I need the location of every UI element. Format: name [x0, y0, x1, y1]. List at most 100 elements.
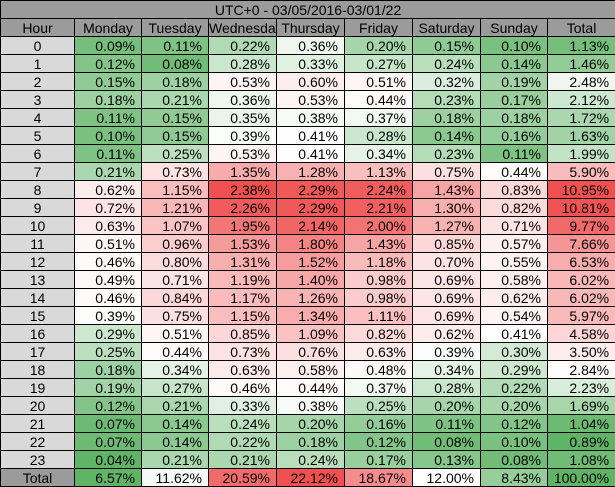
column-header-wednesday: Wednesday [209, 19, 277, 37]
hour-total-cell: 4.58% [548, 325, 615, 343]
heatmap-cell: 0.29% [75, 325, 142, 343]
heatmap-cell: 0.34% [413, 361, 481, 379]
heatmap-cell: 0.75% [142, 307, 209, 325]
heatmap-cell: 0.08% [142, 55, 209, 73]
heatmap-cell: 0.80% [142, 253, 209, 271]
heatmap-cell: 1.43% [413, 181, 481, 199]
hour-total-cell: 2.84% [548, 361, 615, 379]
heatmap-cell: 0.57% [481, 235, 548, 253]
heatmap-cell: 0.39% [75, 307, 142, 325]
heatmap-cell: 0.20% [277, 415, 345, 433]
heatmap-cell: 0.27% [142, 379, 209, 397]
heatmap-cell: 0.51% [75, 235, 142, 253]
heatmap-cell: 1.19% [209, 271, 277, 289]
heatmap-cell: 0.69% [413, 307, 481, 325]
heatmap-cell: 0.27% [345, 55, 413, 73]
heatmap-cell: 0.71% [142, 271, 209, 289]
heatmap-cell: 0.38% [277, 109, 345, 127]
heatmap-cell: 0.53% [277, 91, 345, 109]
chart-title: UTC+0 - 03/05/2016-03/01/22 [1, 1, 615, 19]
heatmap-cell: 0.75% [413, 163, 481, 181]
heatmap-cell: 1.95% [209, 217, 277, 235]
heatmap-cell: 0.33% [277, 55, 345, 73]
heatmap-cell: 0.12% [481, 415, 548, 433]
heatmap-cell: 0.28% [345, 127, 413, 145]
grand-total-cell: 100.00% [548, 469, 615, 487]
heatmap-cell: 0.14% [481, 55, 548, 73]
heatmap-cell: 0.14% [142, 415, 209, 433]
heatmap-cell: 0.12% [75, 397, 142, 415]
heatmap-cell: 0.15% [142, 109, 209, 127]
hour-label: 2 [1, 73, 75, 91]
heatmap-cell: 0.11% [75, 145, 142, 163]
heatmap-cell: 0.14% [142, 433, 209, 451]
heatmap-cell: 0.34% [142, 361, 209, 379]
heatmap-cell: 0.24% [277, 451, 345, 469]
heatmap-cell: 0.29% [481, 361, 548, 379]
hour-label: 5 [1, 127, 75, 145]
heatmap-cell: 2.24% [345, 181, 413, 199]
hour-total-cell: 1.04% [548, 415, 615, 433]
hour-total-cell: 6.53% [548, 253, 615, 271]
hour-total-cell: 5.97% [548, 307, 615, 325]
day-total-cell: 12.00% [413, 469, 481, 487]
heatmap-cell: 0.44% [277, 379, 345, 397]
heatmap-cell: 2.21% [345, 199, 413, 217]
hour-total-cell: 5.90% [548, 163, 615, 181]
hour-label: 21 [1, 415, 75, 433]
heatmap-cell: 0.16% [345, 415, 413, 433]
heatmap-cell: 2.29% [277, 199, 345, 217]
day-total-cell: 22.12% [277, 469, 345, 487]
hour-total-cell: 1.46% [548, 55, 615, 73]
hour-label: 11 [1, 235, 75, 253]
heatmap-cell: 0.18% [142, 73, 209, 91]
heatmap-cell: 0.15% [142, 127, 209, 145]
heatmap-cell: 0.10% [75, 127, 142, 145]
heatmap-cell: 0.08% [413, 433, 481, 451]
heatmap-cell: 0.73% [209, 343, 277, 361]
heatmap-cell: 1.26% [277, 289, 345, 307]
heatmap-cell: 0.07% [75, 415, 142, 433]
heatmap-cell: 0.18% [413, 109, 481, 127]
heatmap-cell: 0.21% [75, 163, 142, 181]
hour-total-cell: 1.13% [548, 37, 615, 55]
column-header-monday: Monday [75, 19, 142, 37]
hour-label: 9 [1, 199, 75, 217]
heatmap-cell: 0.04% [75, 451, 142, 469]
heatmap-cell: 0.23% [413, 145, 481, 163]
hour-label: 22 [1, 433, 75, 451]
heatmap-cell: 1.13% [345, 163, 413, 181]
title-row: UTC+0 - 03/05/2016-03/01/22 [1, 1, 615, 19]
heatmap-cell: 0.54% [481, 307, 548, 325]
heatmap-cell: 1.40% [277, 271, 345, 289]
heatmap-cell: 0.63% [75, 217, 142, 235]
heatmap-cell: 0.35% [209, 109, 277, 127]
hour-label: 0 [1, 37, 75, 55]
hour-label: 20 [1, 397, 75, 415]
heatmap-cell: 0.28% [209, 55, 277, 73]
heatmap-cell: 0.25% [345, 397, 413, 415]
heatmap-cell: 0.28% [413, 379, 481, 397]
heatmap-cell: 1.43% [345, 235, 413, 253]
heatmap-cell: 0.58% [481, 271, 548, 289]
day-total-cell: 20.59% [209, 469, 277, 487]
heatmap-cell: 0.08% [481, 451, 548, 469]
heatmap-cell: 1.53% [209, 235, 277, 253]
heatmap-cell: 0.21% [142, 451, 209, 469]
heatmap-cell: 1.34% [277, 307, 345, 325]
hour-total-cell: 1.99% [548, 145, 615, 163]
heatmap-cell: 0.82% [345, 325, 413, 343]
hour-label: 4 [1, 109, 75, 127]
heatmap-cell: 0.73% [142, 163, 209, 181]
hour-total-cell: 10.95% [548, 181, 615, 199]
